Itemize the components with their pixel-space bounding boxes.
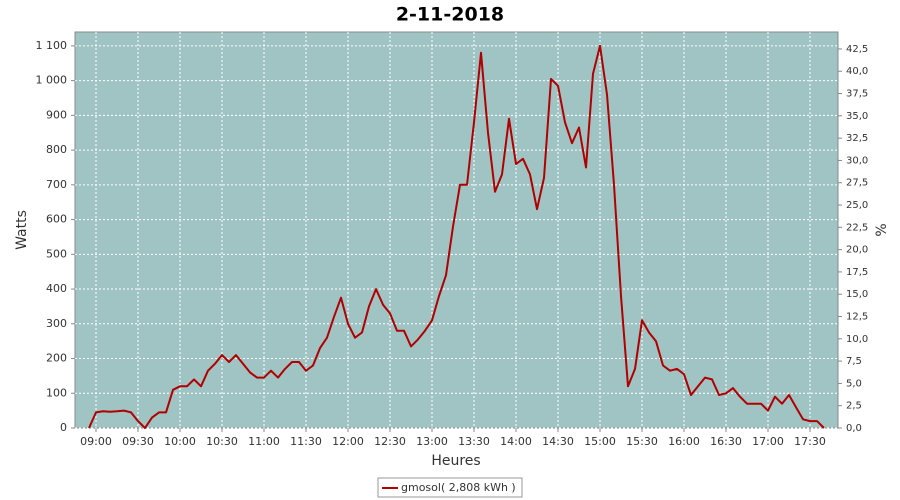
y-tick-label: 100	[46, 386, 67, 399]
y-tick-label: 500	[46, 247, 67, 260]
x-tick-label: 15:00	[584, 435, 616, 448]
x-tick-label: 09:00	[80, 435, 112, 448]
legend-box	[377, 477, 523, 498]
y2-tick-label: 0,0	[846, 423, 862, 434]
y-tick-label: 400	[46, 282, 67, 295]
y-tick-label: 900	[46, 108, 67, 121]
y2-tick-label: 20,0	[846, 245, 868, 256]
y2-tick-label: 40,0	[846, 66, 868, 77]
y2-tick-label: 30,0	[846, 155, 868, 166]
y2-tick-label: 27,5	[846, 178, 868, 189]
y2-tick-label: 7,5	[846, 356, 862, 367]
x-tick-label: 12:00	[332, 435, 364, 448]
y2-tick-label: 42,5	[846, 44, 868, 55]
y-tick-label: 700	[46, 178, 67, 191]
data-line	[88, 44, 825, 429]
x-tick-label: 15:30	[626, 435, 658, 448]
y2-tick-label: 2,5	[846, 401, 862, 412]
y2-tick-label: 35,0	[846, 111, 868, 122]
y-tick-label: 1 100	[36, 39, 68, 52]
y2-tick-label: 12,5	[846, 312, 868, 323]
x-tick-label: 17:30	[794, 435, 826, 448]
x-tick-label: 11:30	[290, 435, 322, 448]
y2-tick-label: 22,5	[846, 222, 868, 233]
y-tick-label: 0	[60, 421, 67, 434]
x-tick-label: 11:00	[248, 435, 280, 448]
y2-tick-label: 5,0	[846, 378, 862, 389]
x-tick-label: 13:30	[458, 435, 490, 448]
x-tick-label: 14:30	[542, 435, 574, 448]
y2-tick-label: 25,0	[846, 200, 868, 211]
plot-area	[74, 31, 839, 429]
y-tick-label: 1 000	[36, 74, 68, 87]
x-tick-label: 13:00	[416, 435, 448, 448]
x-axis-label: Heures	[431, 453, 480, 469]
y-tick-label: 200	[46, 352, 67, 365]
x-tick-label: 16:00	[668, 435, 700, 448]
legend-label: gmosol( 2,808 kWh )	[401, 481, 516, 494]
x-tick-label: 12:30	[374, 435, 406, 448]
x-tick-label: 17:00	[752, 435, 784, 448]
y2-tick-label: 32,5	[846, 133, 868, 144]
chart-title: 2-11-2018	[396, 4, 504, 26]
x-tick-label: 16:30	[710, 435, 742, 448]
x-tick-label: 14:00	[500, 435, 532, 448]
y-tick-label: 600	[46, 213, 67, 226]
y2-tick-label: 15,0	[846, 289, 868, 300]
x-tick-label: 10:30	[206, 435, 238, 448]
y-tick-label: 300	[46, 317, 67, 330]
y-axis-label: Watts	[14, 210, 30, 250]
x-tick-label: 09:30	[122, 435, 154, 448]
y2-tick-label: 17,5	[846, 267, 868, 278]
y2-tick-label: 37,5	[846, 89, 868, 100]
x-tick-label: 10:00	[164, 435, 196, 448]
y-tick-label: 800	[46, 143, 67, 156]
y2-axis-label: %	[874, 223, 890, 236]
y2-tick-label: 10,0	[846, 334, 868, 345]
